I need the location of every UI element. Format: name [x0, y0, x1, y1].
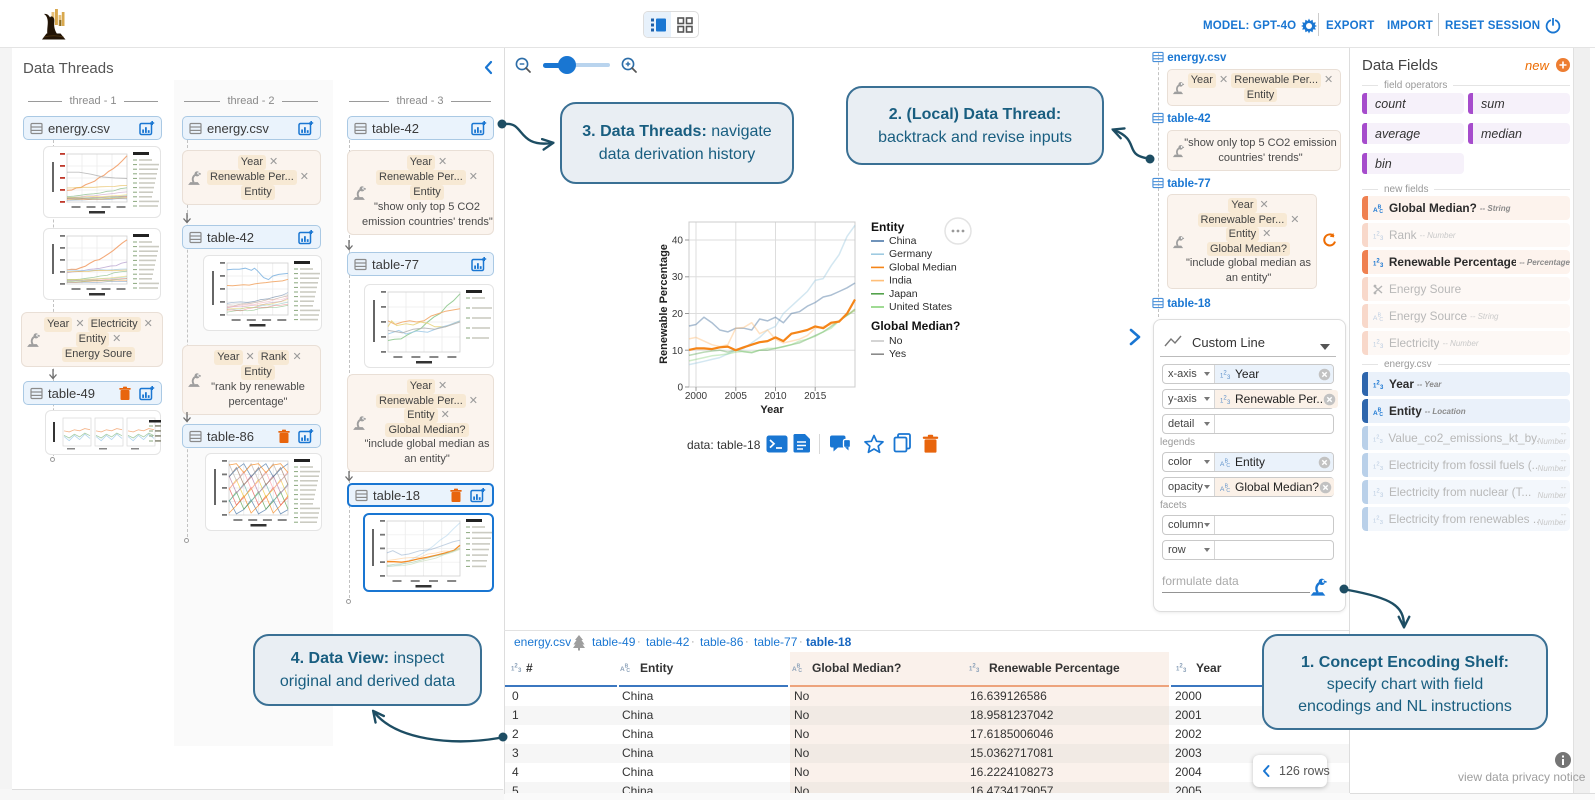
svg-text:C: C: [1226, 463, 1230, 468]
svg-text:2: 2: [1179, 664, 1183, 670]
svg-text:1: 1: [1220, 398, 1224, 404]
svg-text:3: 3: [1380, 519, 1383, 524]
svg-text:2015: 2015: [804, 391, 827, 402]
svg-text:3: 3: [1183, 668, 1187, 673]
svg-text:20: 20: [672, 309, 684, 320]
svg-text:1: 1: [1373, 342, 1377, 348]
svg-text:A: A: [1220, 461, 1225, 468]
svg-text:A: A: [1373, 207, 1378, 214]
svg-text:3: 3: [518, 668, 522, 673]
svg-text:Global Median: Global Median: [889, 261, 957, 273]
svg-text:1: 1: [1373, 491, 1377, 497]
svg-text:A: A: [1373, 410, 1378, 417]
svg-text:B: B: [1378, 407, 1382, 413]
svg-text:India: India: [889, 275, 912, 287]
svg-text:3: 3: [1380, 262, 1384, 267]
svg-text:3: 3: [1380, 385, 1384, 390]
svg-text:1: 1: [1220, 373, 1224, 379]
svg-text:1: 1: [969, 667, 973, 673]
svg-text:3: 3: [1227, 400, 1231, 405]
svg-text:2005: 2005: [725, 391, 748, 402]
svg-text:1: 1: [1373, 383, 1377, 389]
svg-text:B: B: [1225, 483, 1229, 489]
svg-text:2000: 2000: [685, 391, 708, 402]
svg-text:C: C: [1379, 412, 1383, 417]
svg-text:3: 3: [1380, 236, 1384, 241]
svg-text:United States: United States: [889, 301, 952, 313]
svg-text:1: 1: [1373, 437, 1376, 443]
svg-text:1: 1: [511, 667, 515, 673]
svg-text:3: 3: [1380, 465, 1383, 470]
svg-text:2: 2: [1376, 231, 1380, 237]
svg-text:C: C: [1379, 317, 1383, 322]
svg-text:B: B: [1378, 312, 1382, 318]
svg-text:2010: 2010: [764, 391, 787, 402]
svg-text:10: 10: [672, 346, 684, 357]
svg-text:2: 2: [1223, 395, 1227, 401]
svg-text:B: B: [1225, 458, 1229, 464]
svg-text:Global Median?: Global Median?: [871, 319, 960, 333]
svg-text:3: 3: [1227, 375, 1231, 380]
svg-text:2: 2: [1376, 461, 1379, 467]
svg-text:China: China: [889, 235, 917, 247]
svg-text:1: 1: [1176, 667, 1180, 673]
svg-text:2: 2: [1376, 339, 1380, 345]
svg-text:2: 2: [514, 664, 518, 670]
svg-text:C: C: [626, 668, 630, 673]
svg-text:A: A: [1373, 315, 1378, 322]
svg-text:2: 2: [1376, 515, 1379, 521]
svg-text:3: 3: [1380, 344, 1384, 349]
svg-text:3: 3: [1380, 438, 1383, 443]
svg-text:3: 3: [976, 668, 980, 673]
svg-text:2: 2: [1376, 434, 1379, 440]
svg-text:Renewable Percentage: Renewable Percentage: [658, 244, 670, 364]
svg-text:Japan: Japan: [889, 288, 918, 300]
svg-text:B: B: [625, 664, 629, 670]
svg-text:30: 30: [672, 272, 684, 283]
svg-text:Year: Year: [760, 404, 784, 416]
svg-text:A: A: [792, 666, 797, 673]
svg-text:C: C: [1379, 209, 1383, 214]
svg-text:2: 2: [1376, 258, 1380, 264]
svg-text:40: 40: [672, 236, 684, 247]
svg-text:Yes: Yes: [889, 348, 906, 360]
svg-text:C: C: [798, 668, 802, 673]
svg-text:1: 1: [1373, 261, 1377, 267]
svg-text:2: 2: [972, 664, 976, 670]
svg-text:1: 1: [1373, 518, 1376, 524]
svg-text:1: 1: [1373, 234, 1377, 240]
svg-text:1: 1: [1373, 464, 1376, 470]
svg-text:2: 2: [1376, 488, 1380, 494]
svg-text:2: 2: [1376, 380, 1380, 386]
svg-text:B: B: [1378, 204, 1382, 210]
svg-text:No: No: [889, 335, 903, 347]
svg-text:0: 0: [677, 383, 683, 394]
svg-text:A: A: [620, 666, 625, 673]
svg-text:Entity: Entity: [871, 220, 905, 234]
svg-text:B: B: [797, 664, 801, 670]
svg-text:C: C: [1226, 488, 1230, 493]
svg-text:3: 3: [1380, 493, 1384, 498]
svg-text:Germany: Germany: [889, 248, 933, 260]
svg-text:2: 2: [1223, 370, 1227, 376]
svg-text:A: A: [1220, 486, 1225, 493]
